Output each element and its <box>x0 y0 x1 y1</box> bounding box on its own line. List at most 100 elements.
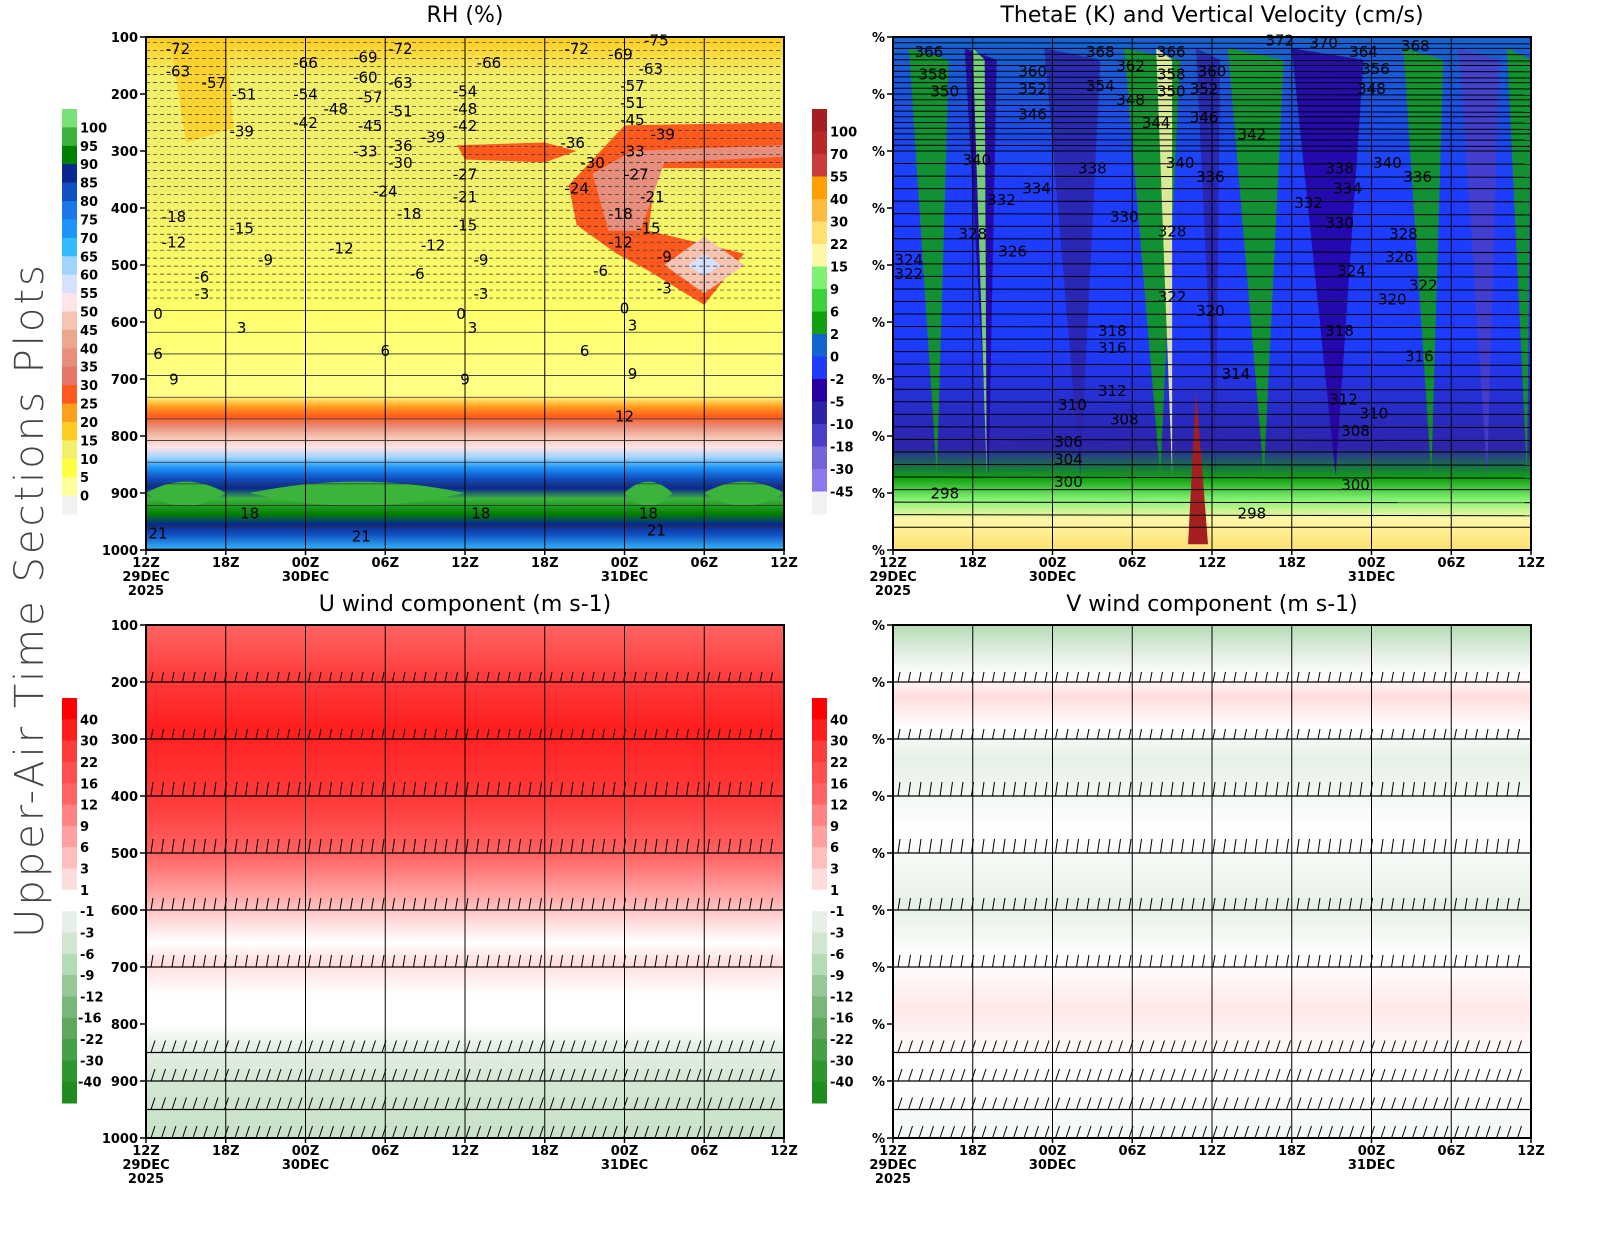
wind-barb <box>570 781 574 797</box>
contour-label: 352 <box>1018 80 1047 98</box>
contour-label: -66 <box>293 54 318 72</box>
wind-barb <box>329 1068 334 1082</box>
wind-barb <box>897 897 901 911</box>
wind-barb <box>476 897 479 911</box>
wind-barb <box>150 728 154 740</box>
wind-barb <box>1485 1068 1491 1082</box>
wind-barb <box>1286 781 1289 797</box>
colorbar-label: 45 <box>80 324 98 339</box>
wind-barb <box>1265 671 1268 683</box>
y-tick-label: 900 <box>111 1075 138 1090</box>
wind-barb <box>518 1125 523 1139</box>
wind-barb <box>1065 728 1069 740</box>
wind-barb <box>749 781 752 797</box>
contour-label: 338 <box>1078 160 1107 178</box>
colorbar-label: 9 <box>80 820 89 835</box>
wind-barb <box>1170 671 1174 683</box>
x-tick-label: 12Z <box>879 556 907 571</box>
wind-barb <box>1212 954 1216 968</box>
colorbar-label: 16 <box>80 777 98 792</box>
x-year-label: 2025 <box>128 584 164 599</box>
wind-barb <box>1296 897 1300 911</box>
wind-barb <box>455 781 458 797</box>
wind-barb <box>245 1040 250 1053</box>
wind-barb <box>897 728 901 740</box>
wind-barb <box>1338 897 1342 911</box>
wind-barb <box>329 781 332 797</box>
y-tick-label: % <box>872 1132 885 1147</box>
wind-barb <box>150 838 154 854</box>
colorbar-swatch <box>62 783 77 806</box>
wind-barb <box>939 1040 945 1053</box>
wind-barb <box>1065 838 1069 854</box>
wind-barb <box>908 1068 913 1082</box>
wind-barb <box>1233 1097 1239 1110</box>
moist-region <box>704 481 784 506</box>
wind-barb <box>1118 838 1121 854</box>
contour-label: 316 <box>1405 348 1434 366</box>
wind-barb <box>1422 781 1426 797</box>
wind-barb <box>455 1040 460 1053</box>
wind-barb <box>371 1040 376 1053</box>
wind-barb <box>992 954 995 968</box>
wind-barb <box>1170 1068 1176 1082</box>
wind-barb <box>371 728 374 740</box>
wind-barb <box>465 1068 471 1082</box>
wind-barb <box>717 728 721 740</box>
wind-barb <box>539 781 542 797</box>
wind-barb <box>1044 897 1048 911</box>
wind-barb <box>591 1040 597 1053</box>
wind-barb <box>392 671 395 683</box>
wind-barb <box>1454 781 1457 797</box>
wind-barb <box>1223 1125 1228 1139</box>
wind-barb <box>350 1068 355 1082</box>
wind-barb <box>255 838 259 854</box>
wind-barb <box>255 897 259 911</box>
wind-barb <box>308 897 311 911</box>
wind-barb <box>1359 781 1363 797</box>
wind-barb <box>1296 781 1300 797</box>
wind-barb <box>402 1097 408 1110</box>
wind-barb <box>1107 781 1111 797</box>
colorbar-label: -10 <box>830 418 854 433</box>
wind-barb <box>444 1068 450 1082</box>
wind-barb <box>707 671 710 683</box>
wind-barb <box>1475 781 1478 797</box>
wind-barb <box>413 671 416 683</box>
wind-barb <box>1002 781 1006 797</box>
wind-barb <box>1181 838 1184 854</box>
wind-barb <box>423 671 427 683</box>
wind-barb <box>1023 1125 1029 1139</box>
wind-barb <box>182 728 185 740</box>
wind-barb <box>549 1040 555 1053</box>
wind-barb <box>518 781 521 797</box>
wind-barb <box>1065 781 1069 797</box>
wind-barb <box>1496 1125 1501 1139</box>
wind-barb <box>1433 954 1436 968</box>
wind-barb <box>770 954 773 968</box>
wind-barb <box>950 671 953 683</box>
wind-barb <box>560 1040 565 1053</box>
wind-barb <box>602 728 605 740</box>
wind-barb <box>287 728 290 740</box>
contour-label: -33 <box>353 143 378 161</box>
wind-barb <box>738 838 742 854</box>
wind-barb <box>276 728 280 740</box>
wind-barb <box>1265 728 1268 740</box>
wind-barb <box>1034 781 1037 797</box>
wind-barb <box>318 838 322 854</box>
colorbar-label: -22 <box>830 1033 854 1048</box>
wind-barb <box>1412 671 1415 683</box>
wind-barb <box>465 1040 471 1053</box>
wind-barb <box>371 954 374 968</box>
x-tick-label: 12Z <box>1198 556 1226 571</box>
wind-barb <box>329 838 332 854</box>
wind-barb <box>276 897 280 911</box>
wind-barb <box>1454 728 1457 740</box>
wind-barb <box>939 781 943 797</box>
wind-barb <box>434 728 437 740</box>
wind-barb <box>759 728 763 740</box>
wind-barb <box>549 1097 555 1110</box>
wind-barb <box>1055 1097 1060 1110</box>
wind-barb <box>1055 897 1058 911</box>
